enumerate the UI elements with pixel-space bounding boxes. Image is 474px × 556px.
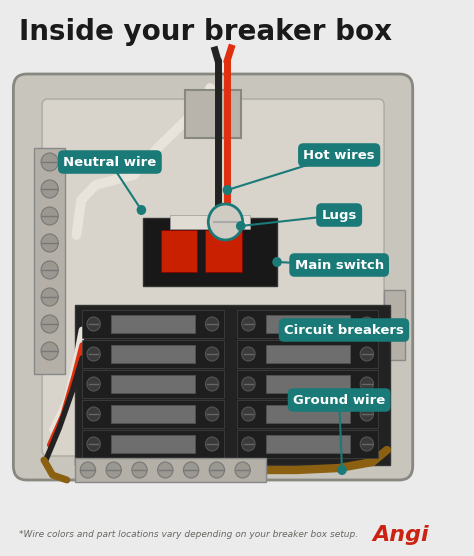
Circle shape xyxy=(242,377,255,391)
Circle shape xyxy=(87,377,100,391)
Circle shape xyxy=(87,347,100,361)
Bar xyxy=(82,310,224,338)
Bar xyxy=(205,230,242,272)
Circle shape xyxy=(41,180,58,198)
Bar xyxy=(74,305,390,465)
Bar xyxy=(265,375,350,393)
Bar xyxy=(143,218,277,286)
Circle shape xyxy=(41,207,58,225)
Circle shape xyxy=(106,462,121,478)
Circle shape xyxy=(208,204,243,240)
Circle shape xyxy=(132,462,147,478)
Circle shape xyxy=(87,437,100,451)
Circle shape xyxy=(41,261,58,279)
Bar xyxy=(82,400,224,428)
Circle shape xyxy=(205,347,219,361)
Circle shape xyxy=(236,221,246,231)
Bar xyxy=(82,340,224,368)
Bar xyxy=(237,310,378,338)
Text: Inside your breaker box: Inside your breaker box xyxy=(19,18,392,46)
Bar xyxy=(35,148,65,374)
Bar xyxy=(111,315,195,333)
Bar xyxy=(237,430,378,458)
Circle shape xyxy=(183,462,199,478)
Text: Main switch: Main switch xyxy=(295,259,384,271)
Circle shape xyxy=(205,317,219,331)
Text: Angi: Angi xyxy=(373,525,429,545)
Bar xyxy=(111,435,195,453)
Bar xyxy=(265,315,350,333)
Text: Neutral wire: Neutral wire xyxy=(63,156,156,168)
Text: Lugs: Lugs xyxy=(321,208,357,221)
Circle shape xyxy=(41,342,58,360)
Circle shape xyxy=(272,257,282,267)
Circle shape xyxy=(374,325,383,335)
Circle shape xyxy=(360,407,374,421)
Bar xyxy=(82,370,224,398)
Circle shape xyxy=(87,317,100,331)
Circle shape xyxy=(158,462,173,478)
Bar xyxy=(74,458,265,482)
Circle shape xyxy=(41,315,58,333)
Circle shape xyxy=(242,347,255,361)
Circle shape xyxy=(242,437,255,451)
Bar xyxy=(237,400,378,428)
Text: Hot wires: Hot wires xyxy=(303,148,375,161)
Circle shape xyxy=(223,185,232,195)
Circle shape xyxy=(205,377,219,391)
Circle shape xyxy=(337,465,347,475)
Circle shape xyxy=(80,462,96,478)
Circle shape xyxy=(205,407,219,421)
Bar xyxy=(237,340,378,368)
Circle shape xyxy=(360,377,374,391)
Bar xyxy=(111,405,195,423)
Bar xyxy=(384,290,405,360)
Circle shape xyxy=(41,153,58,171)
Circle shape xyxy=(242,317,255,331)
Circle shape xyxy=(137,205,146,215)
Circle shape xyxy=(41,288,58,306)
Bar xyxy=(185,90,241,138)
Circle shape xyxy=(235,462,250,478)
Bar xyxy=(111,375,195,393)
Circle shape xyxy=(242,407,255,421)
Text: Circuit breakers: Circuit breakers xyxy=(284,324,404,336)
Circle shape xyxy=(87,407,100,421)
Circle shape xyxy=(360,437,374,451)
Bar xyxy=(237,370,378,398)
Bar xyxy=(170,215,250,229)
Text: Ground wire: Ground wire xyxy=(293,394,385,406)
Bar xyxy=(82,430,224,458)
Circle shape xyxy=(360,317,374,331)
Bar xyxy=(265,345,350,363)
Bar xyxy=(111,345,195,363)
Bar xyxy=(265,435,350,453)
FancyBboxPatch shape xyxy=(42,99,384,456)
Text: *Wire colors and part locations vary depending on your breaker box setup.: *Wire colors and part locations vary dep… xyxy=(19,530,358,539)
Bar xyxy=(161,230,197,272)
Bar xyxy=(265,405,350,423)
Circle shape xyxy=(360,347,374,361)
Circle shape xyxy=(205,437,219,451)
FancyBboxPatch shape xyxy=(13,74,413,480)
Circle shape xyxy=(41,234,58,252)
Circle shape xyxy=(209,462,225,478)
